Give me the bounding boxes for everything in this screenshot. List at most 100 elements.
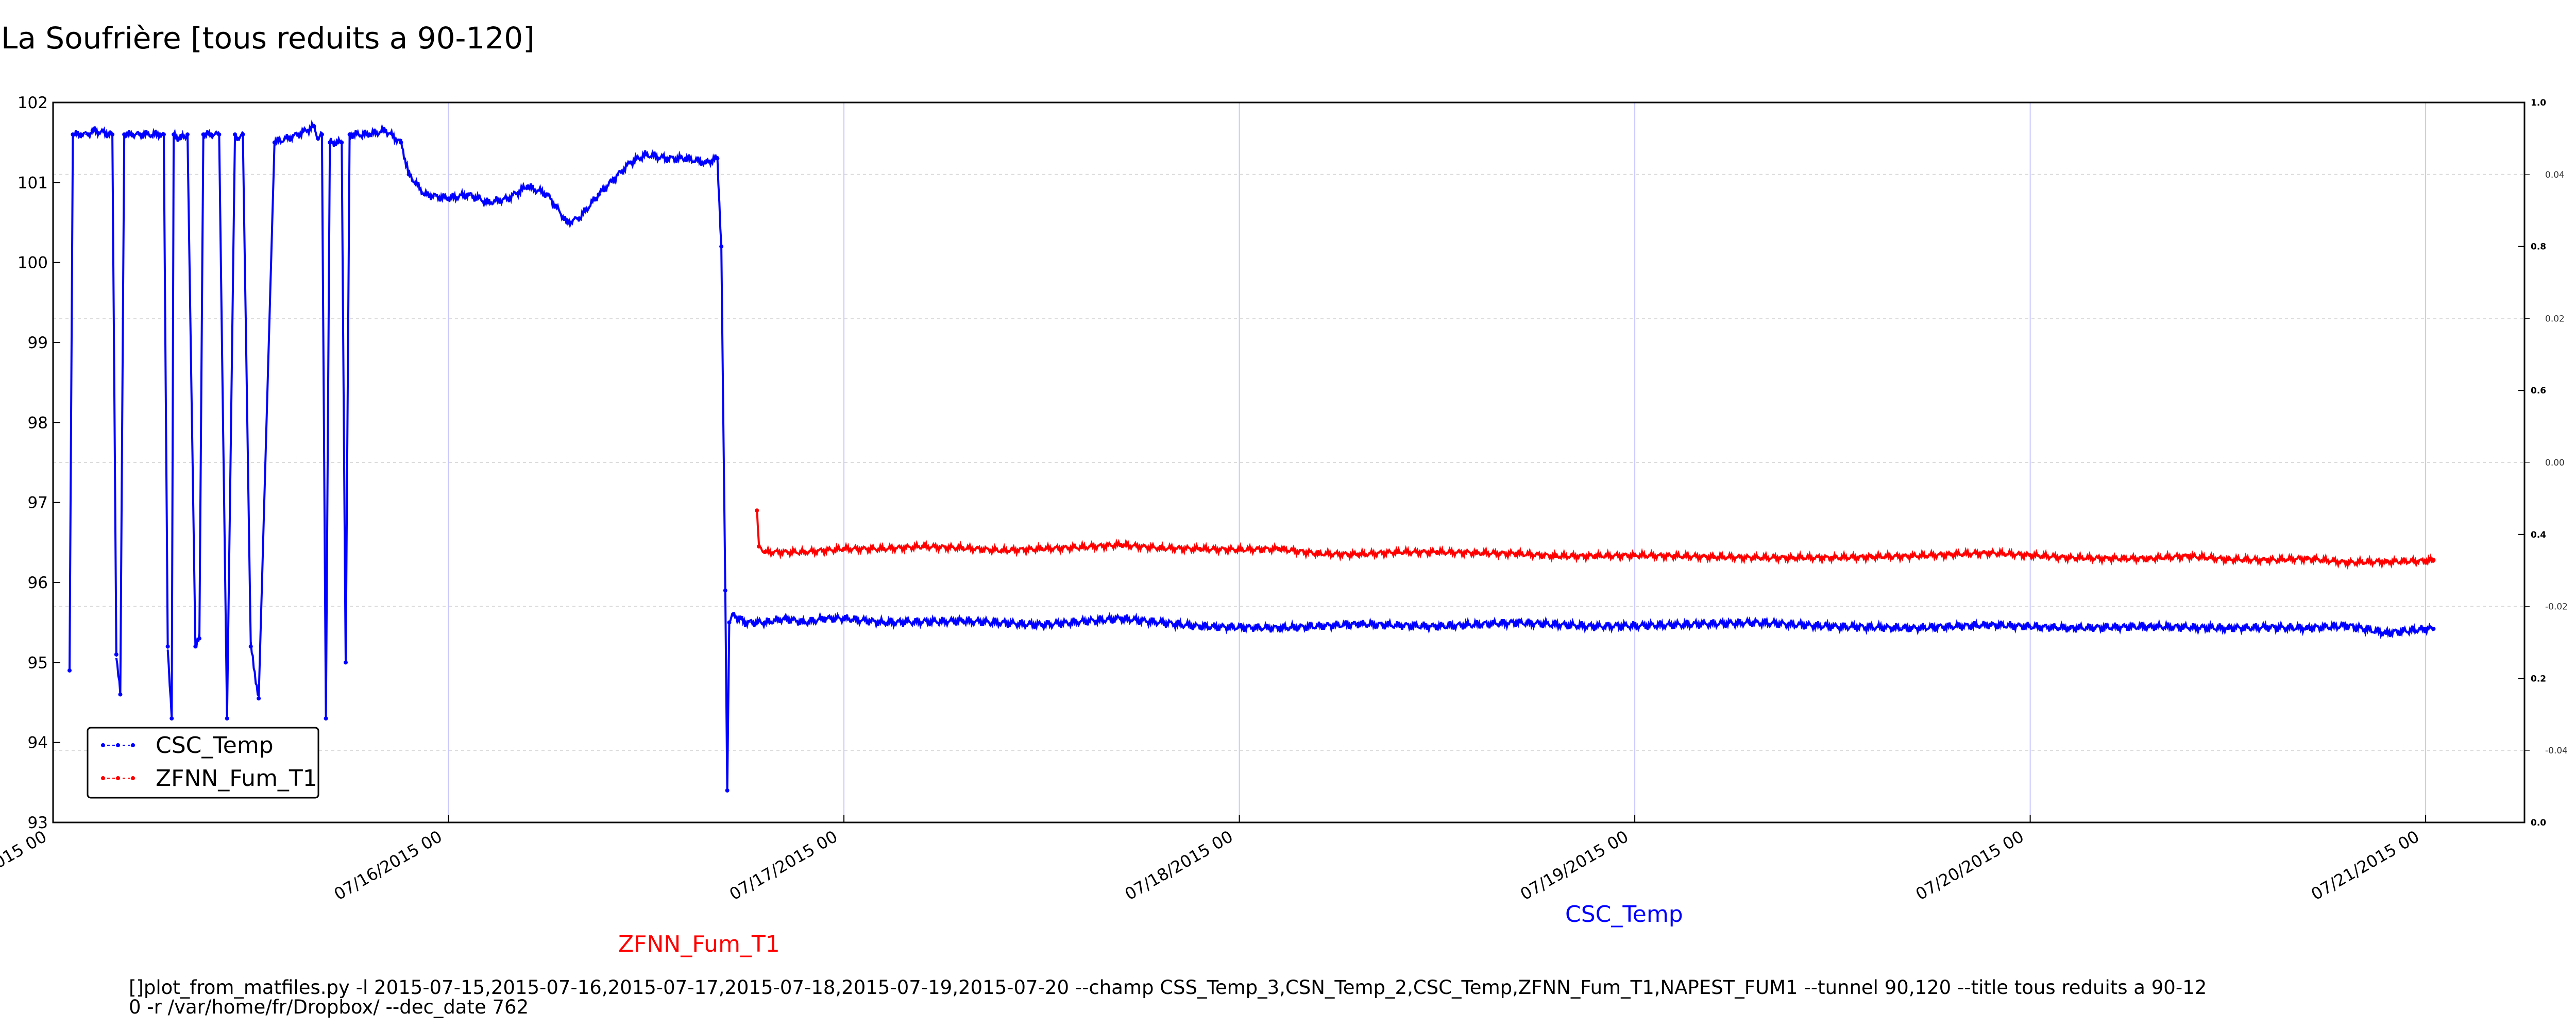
- grid-lines: [53, 102, 2524, 822]
- data-point: [316, 136, 320, 141]
- data-point: [328, 140, 332, 145]
- right-tick-label: 0.2: [2531, 674, 2546, 684]
- data-point: [960, 546, 965, 551]
- legend-marker: [101, 776, 105, 780]
- data-point: [335, 140, 340, 145]
- data-point: [2265, 625, 2270, 629]
- legend-label: ZFNN_Fum_T1: [156, 765, 317, 792]
- data-point: [2186, 554, 2191, 558]
- data-point: [234, 136, 239, 141]
- data-point: [1158, 546, 1163, 551]
- data-point: [165, 644, 170, 649]
- data-point: [757, 544, 761, 549]
- data-point: [1514, 620, 1518, 625]
- data-point: [343, 660, 348, 665]
- right2-tick-label: 0.02: [2545, 314, 2565, 324]
- data-point: [1355, 622, 1360, 626]
- y-tick-label: 95: [28, 654, 48, 672]
- data-point: [209, 132, 214, 137]
- data-point: [1988, 623, 1993, 627]
- data-point: [842, 546, 846, 551]
- data-point: [2226, 626, 2230, 630]
- series-layer: [67, 119, 2436, 793]
- data-point: [446, 196, 451, 201]
- data-point: [422, 192, 427, 197]
- right2-tick-label: 0.00: [2545, 458, 2565, 468]
- data-point: [1039, 546, 1044, 551]
- data-point: [1949, 552, 1954, 557]
- data-point: [185, 132, 190, 137]
- legend-label: CSC_Temp: [156, 732, 274, 759]
- data-point: [486, 200, 490, 205]
- data-point: [545, 192, 550, 197]
- data-point: [87, 132, 91, 137]
- data-point: [272, 140, 277, 145]
- data-point: [1751, 620, 1756, 625]
- data-point: [118, 692, 123, 697]
- data-point: [1593, 554, 1598, 558]
- data-point: [881, 546, 886, 551]
- legend: CSC_Temp ZFNN_Fum_T1: [87, 727, 319, 799]
- data-point: [1277, 546, 1281, 551]
- y-tick-label: 102: [18, 94, 48, 112]
- data-point: [138, 132, 142, 137]
- data-point: [715, 156, 720, 161]
- data-point: [1909, 626, 1914, 630]
- data-point: [719, 244, 724, 249]
- data-point: [2431, 627, 2436, 631]
- data-point: [612, 176, 617, 181]
- data-point: [1830, 555, 1835, 560]
- data-point: [644, 152, 649, 157]
- data-point: [1237, 547, 1242, 552]
- chart-title: La Soufrière [tous reduits a 90-120]: [1, 21, 535, 56]
- right2-tick-label: -0.04: [2545, 746, 2568, 756]
- data-point: [172, 132, 176, 137]
- zfnn-series-label: ZFNN_Fum_T1: [618, 931, 780, 957]
- command-line-2: 0 -r /var/home/fr/Dropbox/ --dec_date 76…: [129, 996, 529, 1018]
- data-point: [319, 132, 324, 137]
- data-point: [110, 132, 115, 137]
- data-point: [248, 644, 253, 649]
- data-point: [1079, 545, 1083, 550]
- data-point: [257, 696, 261, 701]
- data-point: [1672, 623, 1676, 627]
- y-tick-label: 100: [18, 254, 48, 272]
- data-point: [241, 132, 245, 137]
- y-tick-label: 94: [28, 734, 48, 752]
- legend-marker: [131, 776, 135, 780]
- data-point: [1355, 552, 1360, 557]
- right2-tick-label: -0.02: [2545, 602, 2568, 612]
- legend-marker: [116, 743, 120, 747]
- legend-marker: [131, 743, 135, 747]
- plot-frame: [52, 101, 2526, 823]
- right-axis-secondary: -0.04 -0.02 0.00 0.02 0.04: [2524, 170, 2568, 756]
- data-point: [881, 620, 886, 625]
- data-point: [2304, 556, 2309, 561]
- right-tick-label: 0.0: [2531, 818, 2546, 828]
- data-point: [2067, 555, 2072, 560]
- data-point: [1593, 624, 1598, 629]
- data-point: [124, 132, 128, 137]
- x-tick-label: 07/18/2015 00: [1122, 827, 1236, 904]
- data-point: [1751, 555, 1756, 560]
- data-point: [367, 132, 372, 137]
- y-tick-label: 96: [28, 574, 48, 592]
- x-tick-label: 07/21/2015 00: [2308, 827, 2422, 904]
- data-point: [383, 128, 387, 133]
- right-tick-label: 0.6: [2531, 386, 2546, 396]
- data-point: [2146, 556, 2151, 561]
- data-point: [233, 132, 238, 137]
- legend-box: [87, 727, 319, 799]
- data-point: [1118, 542, 1123, 547]
- data-point: [225, 716, 229, 721]
- data-point: [217, 132, 222, 137]
- data-point: [2265, 558, 2270, 562]
- data-point: [597, 192, 601, 197]
- data-point: [158, 132, 162, 137]
- data-point: [1791, 555, 1795, 560]
- data-point: [1197, 624, 1202, 629]
- y-axis: 93 94 95 96 97 98 99 100 101 102: [18, 94, 60, 832]
- data-point: [2431, 558, 2436, 562]
- right2-tick-label: 0.04: [2545, 170, 2565, 180]
- data-point: [347, 132, 352, 137]
